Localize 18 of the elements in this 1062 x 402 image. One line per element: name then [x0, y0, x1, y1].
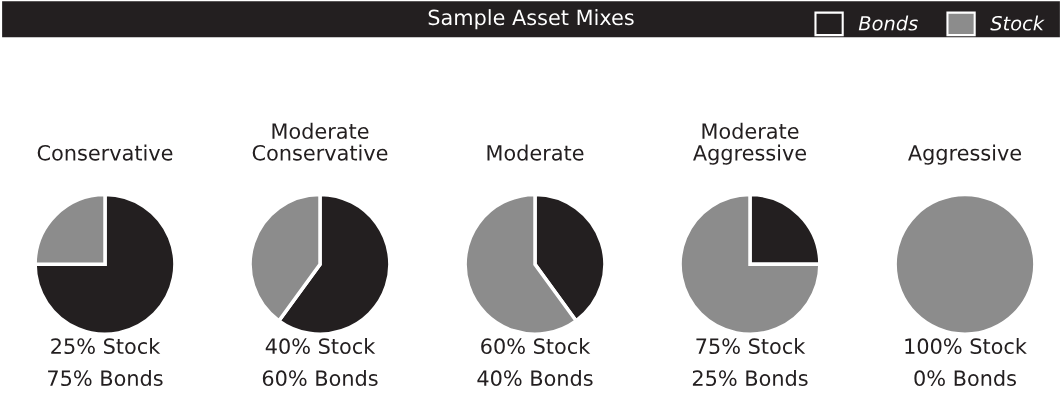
text: Conservative — [37, 144, 173, 161]
legend-label: Bonds — [858, 15, 918, 31]
text: 40% Bonds — [477, 369, 593, 387]
text: 100% Stock — [905, 337, 1027, 355]
text: 0% Bonds — [914, 369, 1016, 387]
text: 75% Bonds — [48, 369, 163, 387]
chart-title: Aggressive — [908, 144, 1022, 165]
chart-title: Moderate Aggressive — [693, 122, 807, 165]
text: Sample Asset Mixes — [428, 9, 634, 30]
chart-title: Moderate Conservative — [252, 122, 388, 161]
text: 40% Stock — [265, 337, 376, 355]
text: 75% Stock — [696, 337, 806, 355]
text: 25% Bonds — [692, 369, 808, 387]
text: 60% Bonds — [262, 369, 378, 387]
chart-title: Moderate — [487, 144, 584, 161]
text: 60% Stock — [481, 337, 591, 355]
text: 25% Stock — [51, 337, 161, 355]
legend-label: Stock — [990, 15, 1045, 31]
